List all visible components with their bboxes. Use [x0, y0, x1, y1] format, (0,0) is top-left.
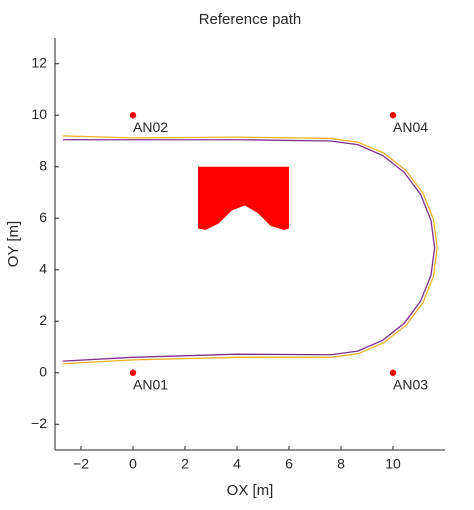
- y-tick-label: 6: [39, 209, 47, 225]
- anchor-point: [129, 369, 137, 376]
- anchor-label: AN02: [133, 119, 168, 135]
- x-tick-label: 8: [337, 456, 345, 472]
- path-line: [62, 135, 438, 365]
- anchor-label: AN01: [133, 376, 168, 392]
- x-tick-label: 0: [129, 456, 137, 472]
- x-tick-label: 2: [181, 456, 189, 472]
- y-tick-label: 8: [39, 157, 47, 173]
- anchor-label: AN04: [393, 119, 428, 135]
- x-axis-label: OX [m]: [227, 482, 274, 499]
- chart-title: Reference path: [199, 11, 302, 28]
- anchor-point: [389, 112, 397, 119]
- y-tick-label: 2: [39, 312, 47, 328]
- anchor-label: AN03: [393, 376, 428, 392]
- x-tick-label: 10: [385, 456, 401, 472]
- obstacle: [198, 166, 289, 230]
- y-tick-label: 0: [39, 363, 47, 379]
- anchor-point: [389, 369, 397, 376]
- x-tick-label: −2: [73, 456, 89, 472]
- y-tick-label: −2: [31, 415, 47, 431]
- y-tick-label: 10: [31, 106, 47, 122]
- y-tick-label: 12: [31, 54, 47, 70]
- path-line: [62, 139, 436, 362]
- y-axis-label: OY [m]: [5, 221, 22, 267]
- y-tick-label: 4: [39, 260, 47, 276]
- x-tick-label: 6: [285, 456, 293, 472]
- anchor-point: [129, 112, 137, 119]
- x-tick-label: 4: [233, 456, 241, 472]
